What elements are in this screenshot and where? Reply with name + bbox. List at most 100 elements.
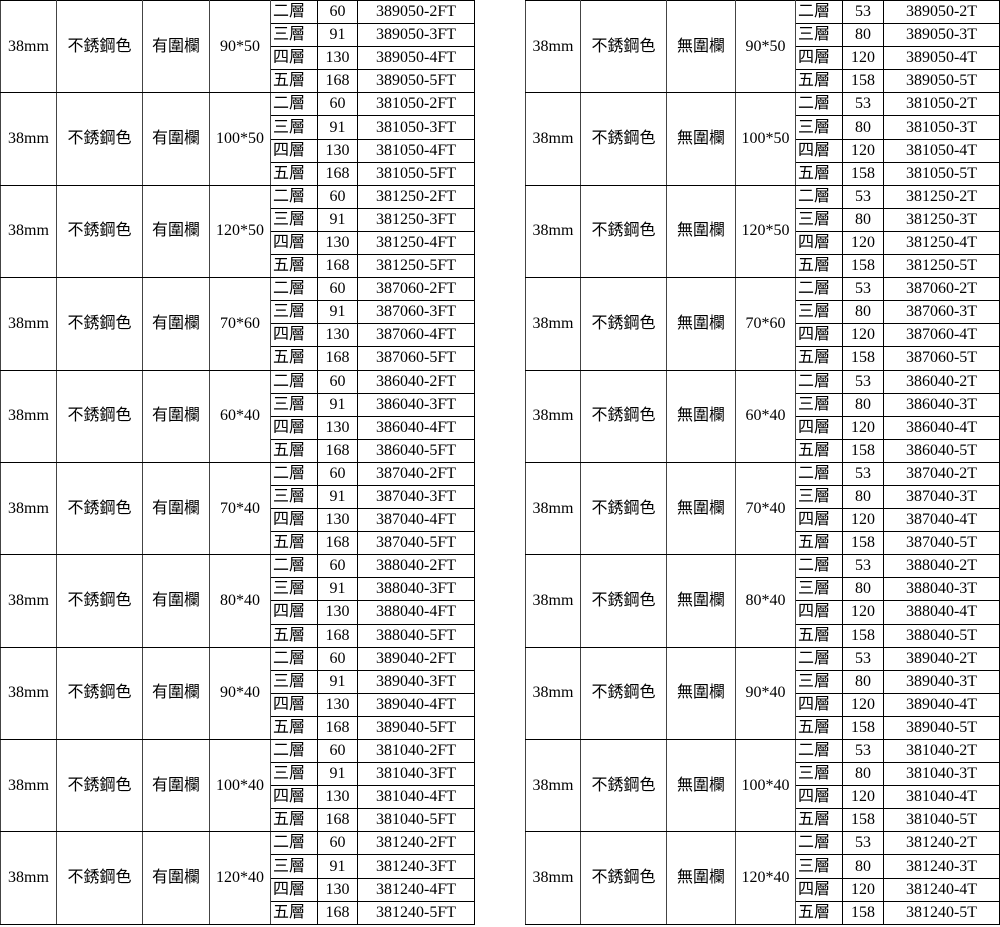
railing-cell: 有圍欄 [142,461,210,556]
height-cell: 53 [842,277,884,302]
height-cell: 130 [317,138,358,163]
height-cell: 60 [317,184,358,209]
level-cell: 四層 [795,415,843,440]
table-row: 四層 120 381240-4T [526,877,1000,902]
height-cell: 80 [842,115,884,140]
code-cell: 387040-3FT [357,484,475,510]
size-cell: 120*40 [209,831,271,925]
diameter-cell: 38mm [0,92,57,186]
table-row: 四層 120 381050-4T [526,138,1000,163]
height-cell: 120 [842,785,884,810]
table-row: 38mm 不銹鋼色 有圍欄 60*40 二層 60 386040-2FT [0,369,475,463]
code-cell: 381250-3FT [357,207,475,232]
level-cell: 二層 [270,554,318,579]
diameter-cell: 38mm [0,461,57,556]
code-cell: 388040-2FT [357,554,475,579]
code-cell: 389040-4T [883,692,1000,717]
height-cell: 91 [317,762,358,787]
height-cell: 158 [842,531,884,556]
level-cell: 五層 [270,346,318,371]
table-row: 38mm 不銹鋼色 有圍欄 80*40 二層 60 388040-2FT [0,554,475,648]
product-table-without-railing: 38mm 不銹鋼色 無圍欄 90*50 二層 53 389050-2T 三層 80 389050-… [525,0,1000,926]
height-cell: 80 [842,484,884,510]
code-cell: 387040-2FT [357,461,475,486]
height-cell: 130 [317,785,358,810]
height-cell: 60 [317,461,358,486]
table-row: 五層 168 389040-5FT [1,715,475,741]
height-cell: 120 [842,46,884,71]
color-cell: 不銹鋼色 [580,184,667,279]
level-cell: 二層 [795,369,843,394]
table-row: 三層 80 387060-3T [526,300,1000,325]
level-cell: 二層 [795,461,843,486]
color-cell: 不銹鋼色 [580,277,667,371]
code-cell: 387060-5FT [357,346,475,371]
size-cell: 120*40 [735,831,796,925]
height-cell: 130 [317,877,358,902]
code-cell: 381240-2T [883,831,1000,856]
table-row: 五層 158 386040-5T [526,438,1000,463]
code-cell: 381250-5T [883,254,1000,279]
code-cell: 386040-4FT [357,415,475,440]
height-cell: 80 [842,23,884,48]
code-cell: 386040-2FT [357,369,475,394]
code-cell: 387060-5T [883,346,1000,371]
level-cell: 三層 [270,762,318,787]
railing-cell: 無圍欄 [666,554,736,648]
table-row: 38mm 不銹鋼色 無圍欄 120*50 二層 53 381250-2T [525,184,1000,279]
size-cell: 90*40 [735,646,796,741]
height-cell: 158 [842,254,884,279]
code-cell: 381050-4FT [357,138,475,163]
height-cell: 53 [842,0,884,25]
level-cell: 四層 [270,600,318,625]
diameter-cell: 38mm [525,369,581,463]
level-cell: 三層 [270,207,318,232]
railing-cell: 無圍欄 [666,369,736,463]
table-row: 四層 120 389040-4T [526,692,1000,717]
code-cell: 381240-3FT [357,854,475,879]
size-cell: 70*40 [209,461,271,556]
code-cell: 381240-4T [883,877,1000,902]
height-cell: 158 [842,900,884,926]
level-cell: 二層 [795,646,843,671]
height-cell: 120 [842,600,884,625]
height-cell: 158 [842,808,884,833]
height-cell: 60 [317,92,358,117]
level-cell: 五層 [795,69,843,94]
code-cell: 381250-2T [883,184,1000,209]
level-cell: 三層 [795,300,843,325]
table-row: 四層 130 387060-4FT [1,323,475,348]
size-cell: 90*50 [209,0,271,94]
level-cell: 五層 [270,531,318,556]
height-cell: 80 [842,854,884,879]
size-cell: 70*60 [209,277,271,371]
code-cell: 387040-4T [883,508,1000,533]
railing-cell: 無圍欄 [666,461,736,556]
diameter-cell: 38mm [525,184,581,279]
height-cell: 60 [317,738,358,764]
diameter-cell: 38mm [0,184,57,279]
diameter-cell: 38mm [525,646,581,741]
height-cell: 91 [317,854,358,879]
table-row: 三層 91 389050-3FT [1,23,475,48]
table-row: 38mm 不銹鋼色 無圍欄 80*40 二層 53 388040-2T [525,554,1000,648]
table-row: 三層 80 388040-3T [526,577,1000,602]
table-row: 四層 130 389050-4FT [1,46,475,71]
size-cell: 120*50 [209,184,271,279]
color-cell: 不銹鋼色 [56,92,143,186]
level-cell: 五層 [795,900,843,926]
height-cell: 53 [842,554,884,579]
height-cell: 168 [317,69,358,94]
level-cell: 三層 [270,392,318,417]
code-cell: 381050-2T [883,92,1000,117]
railing-cell: 無圍欄 [666,184,736,279]
code-cell: 389050-4FT [357,46,475,71]
height-cell: 80 [842,207,884,232]
table-row: 五層 168 381240-5FT [1,900,475,926]
diameter-cell: 38mm [525,738,581,833]
level-cell: 三層 [795,207,843,232]
table-row: 38mm 不銹鋼色 無圍欄 120*40 二層 53 381240-2T [525,831,1000,925]
code-cell: 381040-4T [883,785,1000,810]
code-cell: 389050-3FT [357,23,475,48]
code-cell: 387060-2FT [357,277,475,302]
